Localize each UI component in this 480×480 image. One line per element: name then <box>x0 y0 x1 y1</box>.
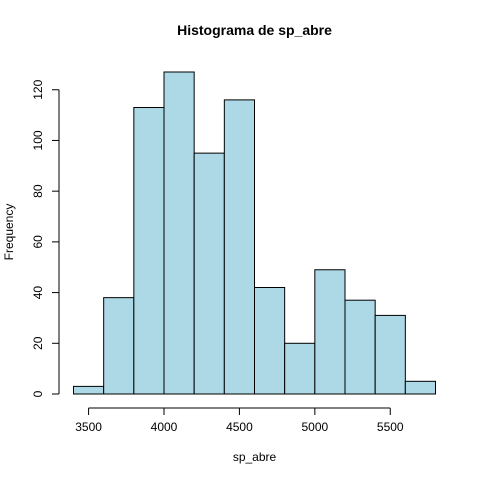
y-tick-label-5: 100 <box>31 130 45 150</box>
histogram-bar-4 <box>193 152 225 395</box>
x-axis-label: sp_abre <box>233 450 277 464</box>
y-axis: 0 20 40 60 80 100 120 <box>31 79 60 397</box>
x-axis: 3500 4000 4500 5000 5500 <box>75 407 404 434</box>
bars-group <box>73 71 436 395</box>
y-tick-label-0: 0 <box>31 390 45 397</box>
chart-title: Histograma de sp_abre <box>177 22 332 38</box>
y-tick-label-2: 40 <box>31 286 45 300</box>
histogram-bar-0 <box>73 385 105 395</box>
histogram-bar-6 <box>254 287 286 395</box>
histogram-bar-11 <box>404 380 436 395</box>
histogram-bar-9 <box>344 299 376 395</box>
x-tick-label-2: 4500 <box>226 420 253 434</box>
histogram-bar-1 <box>103 297 135 395</box>
histogram-bar-3 <box>163 71 195 395</box>
histogram-bar-5 <box>223 99 256 395</box>
y-tick-label-4: 80 <box>31 184 45 198</box>
x-tick-label-3: 5000 <box>301 420 328 434</box>
histogram-bar-2 <box>133 107 165 395</box>
y-tick-label-3: 60 <box>31 235 45 249</box>
y-tick-label-6: 120 <box>31 79 45 99</box>
x-tick-label-1: 4000 <box>151 420 178 434</box>
y-tick-label-1: 20 <box>31 336 45 350</box>
histogram-bar-7 <box>284 342 316 395</box>
y-axis-label: Frequency <box>2 204 16 261</box>
x-tick-label-4: 5500 <box>377 420 404 434</box>
histogram-bar-8 <box>314 269 346 395</box>
histogram-bar-10 <box>374 314 406 395</box>
x-tick-label-0: 3500 <box>75 420 102 434</box>
